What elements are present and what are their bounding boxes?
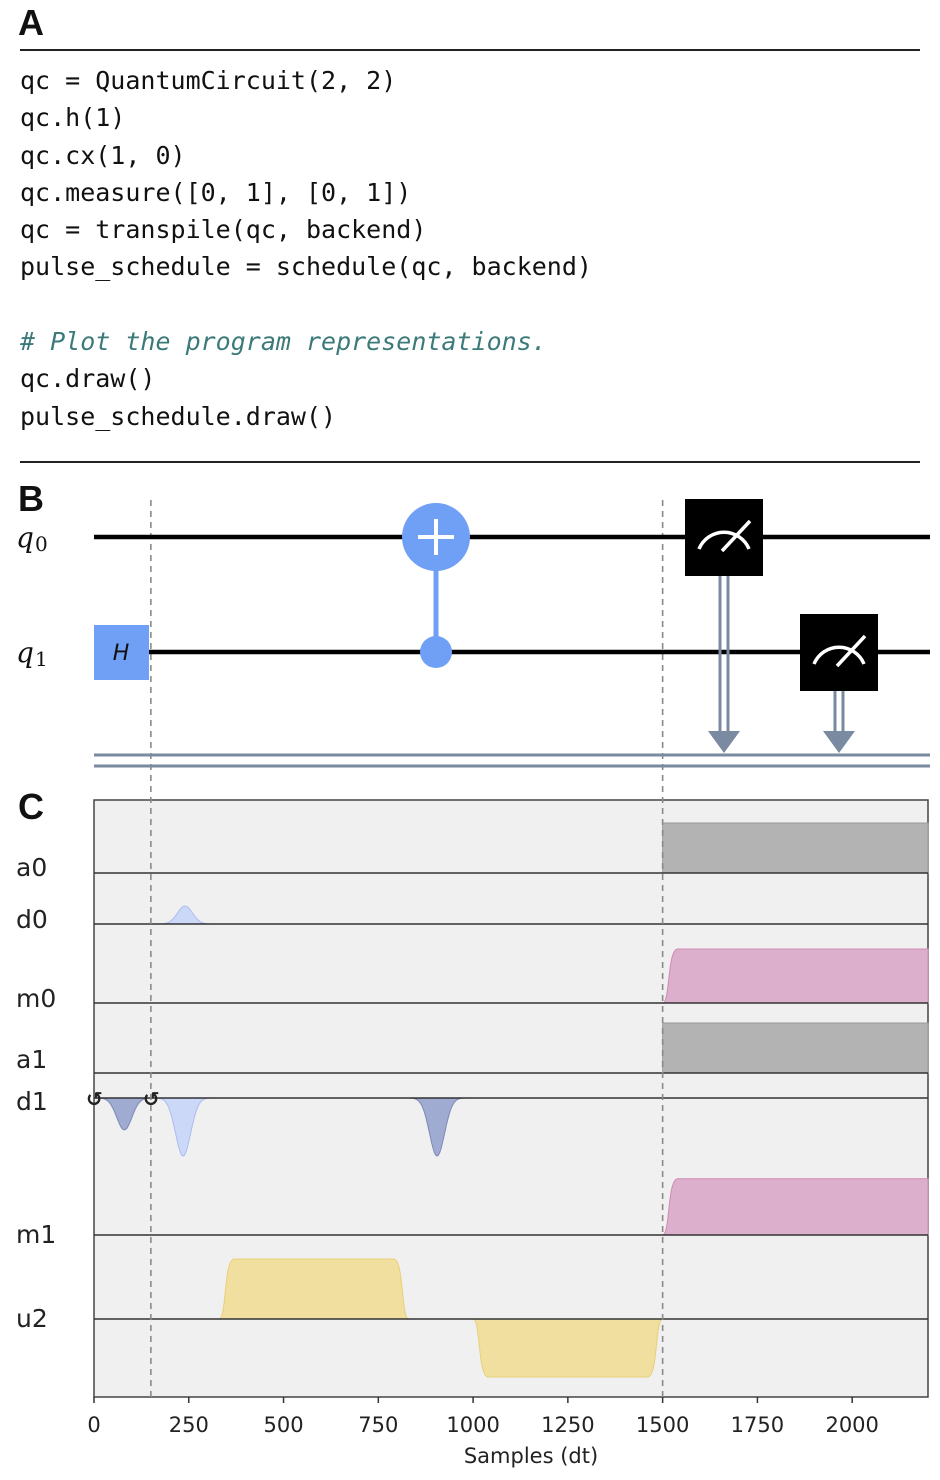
acquire-block-a1 [662,1022,929,1074]
x-tick-label: 2000 [825,1413,878,1437]
gaussian-square-pulse-m1 [662,1178,929,1236]
phase-shift-icon: ↺ [86,1087,103,1111]
gaussian-square-pulse-u2 [218,1258,410,1320]
code-line: pulse_schedule.draw() [20,401,337,431]
measure-box [685,499,763,576]
x-tick-label: 1000 [446,1413,499,1437]
meter-icon [697,530,751,550]
measure-gate-q1 [800,614,878,753]
code-block: qc = QuantumCircuit(2, 2) qc.h(1) qc.cx(1,… [20,62,592,435]
divider-bottom [20,461,920,463]
h-gate [94,625,149,680]
meter-icon [812,645,866,665]
channel-label-u2: u2 [16,1304,48,1333]
x-tick-label: 750 [358,1413,398,1437]
channel-label-a1: a1 [16,1045,47,1074]
gaussian-pulse-d1 [155,1097,211,1157]
gaussian-square-pulse-u2 [472,1318,664,1378]
code-line: # Plot the program representations. [20,327,547,357]
gaussian-pulse-d1 [409,1097,465,1157]
acquire-block-a0 [662,822,929,874]
x-axis-label: Samples (dt) [464,1444,598,1468]
meter-needle-icon [835,634,867,668]
cx-control-dot [420,636,452,668]
h-gate-label: H [113,641,130,666]
x-tick-label: 500 [263,1413,303,1437]
channel-label-d0: d0 [16,905,48,934]
panel-label-b: B [18,478,44,519]
x-tick-label: 1500 [636,1413,689,1437]
panel-label-c: C [18,786,44,827]
channel-label-a0: a0 [16,853,47,882]
channel-label-m1: m1 [16,1220,56,1249]
measure-gate-q0 [685,499,763,753]
x-tick-label: 1750 [731,1413,784,1437]
measure-arrow-icon [823,731,855,753]
divider-top [20,49,920,51]
meter-needle-icon [720,519,752,553]
code-line: qc.draw() [20,364,156,394]
x-tick-label: 250 [169,1413,209,1437]
code-line: qc.h(1) [20,103,126,133]
pulse-shapes [96,822,929,1378]
panel-label-a: A [18,2,44,43]
code-line: pulse_schedule = schedule(qc, backend) [20,252,592,282]
measure-arrow-icon [708,731,740,753]
circuit-diagram: q0 q1 H [16,499,930,768]
x-tick-label: 0 [87,1413,100,1437]
gaussian-square-pulse-m0 [662,948,929,1004]
channel-label-m0: m0 [16,984,56,1013]
channel-label-d1: d1 [16,1087,48,1116]
code-line: qc.cx(1, 0) [20,140,186,170]
qubit-label-q1: q1 [16,636,48,671]
code-line: qc = transpile(qc, backend) [20,215,427,245]
qubit-label-q0: q0 [16,521,48,556]
gaussian-pulse-d1 [96,1097,152,1131]
code-line: qc.measure([0, 1], [0, 1]) [20,177,412,207]
x-tick-label: 1250 [541,1413,594,1437]
measure-box [800,614,878,691]
code-line: qc = QuantumCircuit(2, 2) [20,66,397,95]
